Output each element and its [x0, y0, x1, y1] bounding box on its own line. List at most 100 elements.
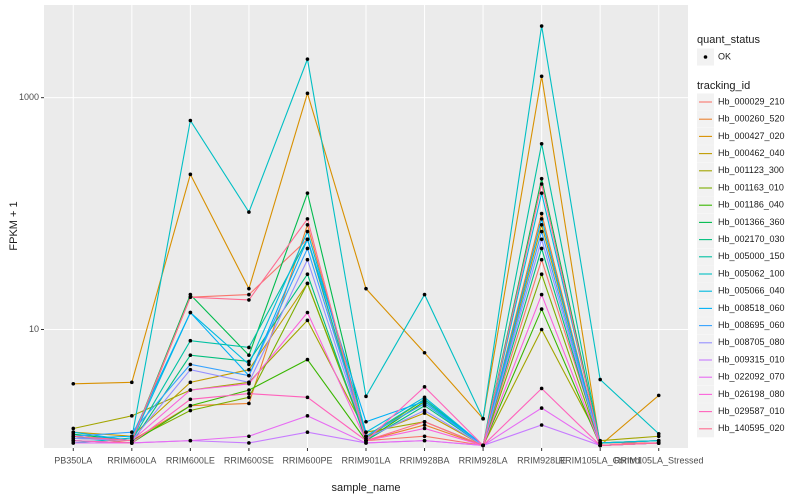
data-point	[539, 423, 544, 427]
data-point	[481, 443, 485, 448]
x-tick-label: RRIM600LA	[107, 455, 156, 465]
data-point	[305, 281, 310, 286]
data-point	[422, 350, 427, 355]
data-point	[305, 357, 310, 362]
data-point	[656, 431, 661, 436]
data-point	[247, 359, 251, 364]
data-point	[539, 237, 544, 242]
y-tick-label: 10	[29, 324, 39, 334]
data-point	[539, 229, 544, 234]
data-point	[188, 397, 193, 402]
data-point	[71, 426, 76, 431]
data-point	[422, 408, 427, 413]
legend-label: Hb_002170_030	[718, 234, 785, 244]
x-tick-label: RRIM600SE	[224, 455, 274, 465]
data-point	[539, 191, 544, 195]
data-point	[247, 401, 251, 406]
data-point	[247, 286, 251, 291]
data-point	[656, 441, 661, 445]
data-point	[422, 434, 427, 439]
legend-label: Hb_022092_070	[718, 372, 785, 382]
data-point	[130, 414, 134, 418]
data-point	[481, 416, 485, 421]
data-point	[422, 426, 427, 431]
data-point	[305, 272, 310, 276]
data-point	[305, 430, 310, 435]
data-point	[188, 362, 193, 367]
data-point	[71, 438, 76, 443]
data-point	[188, 172, 193, 177]
data-point	[422, 423, 427, 427]
data-point	[305, 246, 310, 251]
data-point	[247, 362, 251, 367]
data-point	[422, 385, 427, 389]
legend-symbol	[703, 55, 708, 59]
legend-label: Hb_000462_040	[718, 148, 785, 158]
data-point	[188, 295, 193, 299]
data-point	[364, 286, 368, 291]
data-point	[305, 217, 310, 221]
data-point	[188, 310, 193, 315]
data-point	[422, 292, 427, 297]
data-point	[364, 419, 368, 424]
legend-label: Hb_008695_060	[718, 320, 785, 330]
legend-label: Hb_000029_210	[718, 96, 785, 106]
data-point	[247, 345, 251, 350]
data-point	[598, 443, 602, 448]
data-point	[539, 272, 544, 276]
data-point	[247, 388, 251, 392]
data-point	[247, 298, 251, 302]
x-tick-label: RRIM928LE	[517, 455, 566, 465]
data-point	[305, 318, 310, 323]
legend-label: Hb_008518_060	[718, 303, 785, 313]
data-point	[188, 408, 193, 413]
data-point	[305, 310, 310, 315]
legend-label: Hb_005066_040	[718, 286, 785, 296]
data-point	[539, 246, 544, 251]
y-axis-title: FPKM + 1	[8, 201, 20, 250]
data-point	[130, 434, 134, 439]
data-point	[598, 377, 602, 382]
data-point	[188, 380, 193, 385]
x-tick-label: RRIM901LA	[341, 455, 390, 465]
legend-label: Hb_001366_360	[718, 217, 785, 227]
data-point	[539, 182, 544, 186]
data-point	[71, 382, 76, 386]
data-point	[656, 393, 661, 398]
legend-label: Hb_001123_300	[718, 165, 784, 175]
x-tick-label: RRIM105LA_Stressed	[614, 455, 704, 465]
x-tick-label: RRIM600PE	[282, 455, 332, 465]
data-point	[130, 380, 134, 385]
data-point	[247, 434, 251, 439]
data-point	[539, 141, 544, 146]
data-point	[247, 292, 251, 297]
data-point	[188, 353, 193, 358]
data-point	[539, 176, 544, 181]
legend-label: Hb_029587_010	[718, 406, 785, 416]
data-point	[188, 338, 193, 343]
data-point	[539, 292, 544, 297]
data-point	[247, 353, 251, 358]
x-tick-label: RRIM928BA	[400, 455, 450, 465]
data-point	[188, 367, 193, 372]
legend-label: Hb_000260_520	[718, 114, 785, 124]
data-point	[422, 401, 427, 406]
legend-label: Hb_026198_080	[718, 389, 785, 399]
legend-label: Hb_000427_020	[718, 131, 785, 141]
data-point	[305, 57, 310, 61]
data-point	[305, 223, 310, 227]
data-point	[364, 394, 368, 399]
data-point	[539, 307, 544, 311]
data-point	[188, 292, 193, 297]
legend-label: OK	[718, 51, 731, 61]
data-point	[422, 419, 427, 424]
data-point	[539, 24, 544, 28]
data-point	[539, 257, 544, 262]
data-point	[364, 430, 368, 435]
legend-title: tracking_id	[697, 80, 750, 92]
data-point	[247, 373, 251, 378]
data-point	[188, 438, 193, 443]
legend-label: Hb_001186_040	[718, 200, 784, 210]
x-axis-title: sample_name	[331, 482, 400, 494]
